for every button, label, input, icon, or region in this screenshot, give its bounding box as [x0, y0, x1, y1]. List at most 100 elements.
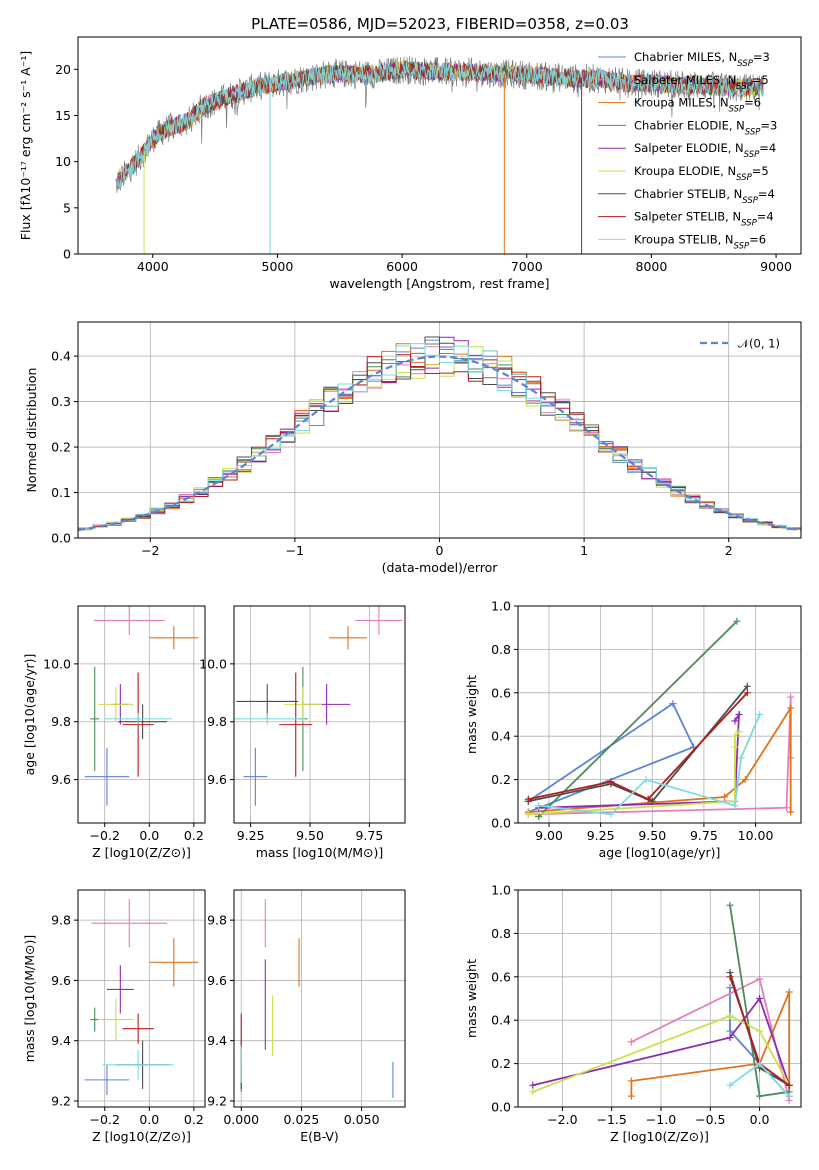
- x-tick-label: −2: [141, 543, 159, 558]
- legend-subscript: SSP: [744, 150, 760, 160]
- legend-entry: 𝒩(0, 1): [738, 337, 780, 351]
- weight-point-marker: [735, 728, 743, 736]
- x-axis-label: Z [log10(Z/Z⊙)]: [610, 1129, 709, 1144]
- plot-area: [234, 606, 403, 806]
- plot-area: [529, 901, 793, 1104]
- legend-entry: Salpeter ELODIE, NSSP=4: [634, 141, 776, 160]
- y-axis-label: Normed distribution: [24, 368, 39, 493]
- y-tick-label: 1.0: [491, 599, 511, 614]
- x-tick-label: 9.75: [690, 828, 718, 843]
- legend-subscript: SSP: [741, 219, 757, 229]
- weight-series-line: [532, 1014, 790, 1093]
- weight-point-marker: [524, 795, 532, 803]
- y-tick-label: 0.0: [491, 816, 511, 831]
- x-tick-label: 5000: [262, 259, 294, 274]
- x-tick-label: 9.50: [296, 828, 324, 843]
- axes-layer: −0.2 0.0 0.2 9.2 9.4 9.6 9.8 Z [log10(Z/Z⊙)] mas…: [22, 889, 206, 1144]
- y-tick-label: 0.6: [491, 969, 511, 984]
- legend-subscript: SSP: [736, 173, 752, 183]
- weight-point-marker: [731, 732, 739, 740]
- weight-point-marker: [731, 717, 739, 725]
- x-tick-label: 9.25: [237, 828, 265, 843]
- axes-layer: 0.000 0.025 0.050 9.2 9.4 9.6 9.8 E(B-V): [207, 889, 406, 1144]
- weight-point-marker: [741, 776, 749, 784]
- legend-count: =5: [752, 73, 769, 87]
- axes-frame: [517, 889, 802, 1108]
- weight-point-marker: [787, 704, 795, 712]
- weight-point-marker: [648, 797, 656, 805]
- weight-point-marker: [785, 1092, 793, 1100]
- y-tick-label: 0.4: [491, 1013, 511, 1028]
- x-tick-label: −0.5: [695, 1112, 725, 1127]
- residual-hist-panel: −2 −1 0 1 2 0.0 0.1 0.2 0.3 0.4 (data-model)/error…: [24, 321, 802, 575]
- y-axis-label: Flux [fλ10⁻¹⁷ erg cm⁻² s⁻¹ A⁻¹]: [18, 51, 33, 240]
- age-vs-mass-panel: 9.25 9.50 9.75 9.6 9.8 10.0 mass [log10(M/M⊙)]: [199, 605, 406, 860]
- x-tick-label: 0.0: [139, 828, 159, 843]
- y-tick-label: 9.4: [207, 1033, 227, 1048]
- weight-series-line: [538, 711, 741, 809]
- y-axis-label: mass weight: [464, 675, 479, 754]
- y-tick-label: 9.6: [207, 973, 227, 988]
- legend-entry: Kroupa ELODIE, NSSP=5: [634, 164, 769, 183]
- weight-point-marker: [783, 804, 791, 812]
- weight-point-marker: [785, 1081, 793, 1089]
- axes-frame: [77, 605, 206, 824]
- weight-series-line: [528, 692, 748, 801]
- weight-point-marker: [726, 984, 734, 992]
- histogram-step-line: [78, 354, 801, 529]
- y-tick-label: 9.8: [51, 714, 71, 729]
- x-tick-label: 2: [725, 543, 733, 558]
- legend-count: =3: [753, 50, 770, 64]
- plot-area: [240, 899, 394, 1098]
- x-axis-label: mass [log10(M/M⊙)]: [256, 845, 384, 860]
- y-tick-label: 1.0: [491, 883, 511, 898]
- x-tick-label: 0.050: [344, 1112, 380, 1127]
- x-tick-label: 9.50: [638, 828, 666, 843]
- legend-count: =4: [758, 187, 775, 201]
- y-axis-label: age [log10(age/yr)]: [22, 654, 37, 776]
- x-tick-label: 9.75: [355, 828, 383, 843]
- y-tick-label: 9.2: [207, 1093, 227, 1108]
- age-vs-z-panel: −0.2 0.0 0.2 9.6 9.8 10.0 Z [log10(Z/Z⊙)] age […: [22, 605, 206, 860]
- legend-entry: Kroupa STELIB, NSSP=6: [634, 232, 766, 251]
- axes-frame: [517, 605, 802, 824]
- plot-area: [84, 899, 199, 1095]
- y-tick-label: 0.0: [51, 531, 71, 546]
- y-tick-label: 0.2: [51, 440, 71, 455]
- figure-title: PLATE=0586, MJD=52023, FIBERID=0358, z=0…: [251, 15, 629, 33]
- axes-layer: −2 −1 0 1 2 0.0 0.1 0.2 0.3 0.4 (data-model)/error…: [24, 321, 802, 575]
- weight-point-marker: [644, 795, 652, 803]
- weight-point-marker: [743, 682, 751, 690]
- axes-frame: [77, 889, 206, 1108]
- y-tick-label: 0.8: [491, 926, 511, 941]
- y-tick-label: 0.0: [491, 1100, 511, 1115]
- y-tick-label: 10: [55, 154, 71, 169]
- legend-entry: Chabrier MILES, NSSP=3: [634, 50, 770, 69]
- x-tick-label: 1: [580, 543, 588, 558]
- y-tick-label: 9.6: [51, 973, 71, 988]
- weight-point-marker: [737, 754, 745, 762]
- x-tick-label: −2.0: [547, 1112, 577, 1127]
- weight-point-marker: [529, 1088, 537, 1096]
- weight-point-marker: [535, 802, 543, 810]
- y-tick-label: 0.3: [51, 394, 71, 409]
- legend-subscript: SSP: [736, 82, 752, 92]
- weight-point-marker: [607, 810, 615, 818]
- x-tick-label: 0: [436, 543, 444, 558]
- x-axis-label: (data-model)/error: [382, 560, 499, 575]
- weight-point-marker: [756, 711, 764, 718]
- weight-vs-age-panel: 9.00 9.25 9.50 9.75 10.00 0.0 0.2 0.4 0.6 0.8 1.0 a…: [464, 599, 802, 860]
- weight-vs-z-panel: −2.0 −1.5 −1.0 −0.5 0.0 0.0 0.2 0.4 0.6 0.8 1.0 Z […: [464, 883, 802, 1144]
- y-tick-label: 10.0: [43, 656, 71, 671]
- y-tick-label: 0.6: [491, 685, 511, 700]
- plot-area: [115, 55, 764, 254]
- weight-point-marker: [726, 1034, 734, 1042]
- weight-point-marker: [529, 1081, 537, 1089]
- legend-count: =3: [760, 118, 777, 132]
- y-tick-label: 9.8: [51, 913, 71, 928]
- weight-point-marker: [726, 973, 734, 981]
- weight-series-line: [538, 714, 761, 816]
- x-tick-label: 7000: [511, 259, 543, 274]
- x-tick-label: 6000: [386, 259, 418, 274]
- y-tick-label: 15: [55, 108, 71, 123]
